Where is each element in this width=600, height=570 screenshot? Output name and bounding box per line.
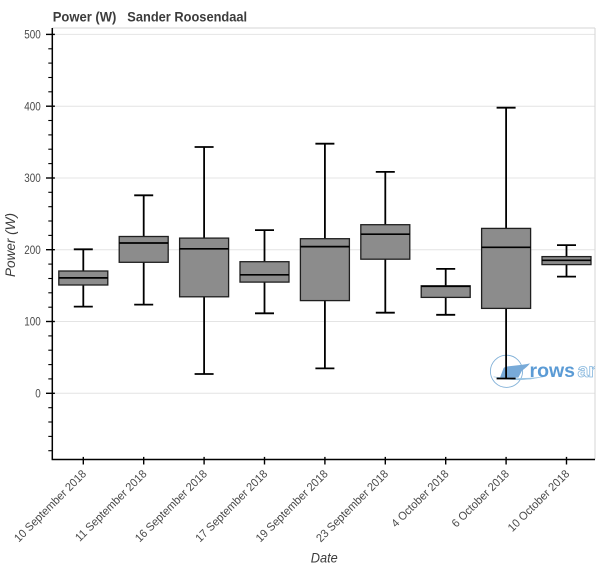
svg-text:Power (W): Power (W): [2, 213, 18, 277]
svg-text:Sander Roosendaal: Sander Roosendaal: [127, 9, 247, 25]
svg-text:300: 300: [24, 173, 41, 185]
svg-text:Power (W): Power (W): [53, 9, 117, 25]
svg-text:100: 100: [24, 317, 41, 329]
svg-text:andall: andall: [578, 360, 600, 382]
svg-text:rows: rows: [530, 360, 576, 382]
svg-text:500: 500: [24, 30, 41, 42]
svg-text:0: 0: [35, 389, 41, 401]
svg-text:200: 200: [24, 245, 41, 257]
svg-text:400: 400: [24, 101, 41, 113]
svg-text:Date: Date: [311, 549, 338, 565]
